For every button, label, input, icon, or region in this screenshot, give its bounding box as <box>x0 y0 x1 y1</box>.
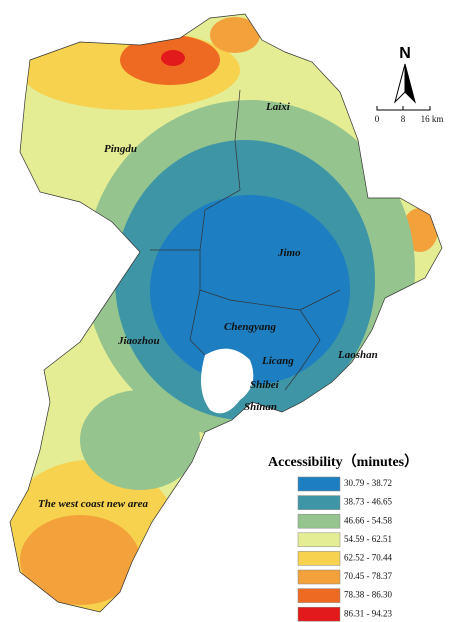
district-borders <box>9 13 443 613</box>
district-label: Chengyang <box>224 321 276 333</box>
district-label: Licang <box>261 355 294 367</box>
legend-label: 78.38 - 86.30 <box>344 590 392 600</box>
district-label: Laixi <box>265 101 291 113</box>
scale-label: 0 <box>375 114 380 124</box>
legend-label: 70.45 - 78.37 <box>344 571 392 581</box>
legend-swatch <box>297 513 341 529</box>
legend-label: 46.66 - 54.58 <box>344 515 392 525</box>
legend-swatch <box>297 495 341 510</box>
legend-title: Accessibility（minutes） <box>268 454 418 470</box>
legend: 30.79 - 38.72 38.73 - 46.65 46.66 - 54.58 5… <box>297 476 392 622</box>
district-label: Jiaozhou <box>117 335 160 347</box>
legend-swatch <box>297 588 341 603</box>
district-label: Shibei <box>250 379 280 391</box>
district-labels: Laixi Pingdu Jimo Jiaozhou Chengyang Lic… <box>38 101 378 510</box>
legend-swatch <box>297 551 341 566</box>
scale-label: 8 <box>401 114 406 124</box>
legend-swatch <box>297 606 341 622</box>
legend-swatch <box>297 476 341 492</box>
scale-bar: 0 8 16 km <box>375 106 444 124</box>
legend-label: 62.52 - 70.44 <box>344 552 392 562</box>
legend-label: 86.31 - 94.23 <box>344 608 392 618</box>
legend-swatch <box>297 569 341 585</box>
legend-label: 30.79 - 38.72 <box>344 478 392 488</box>
district-label: Jimo <box>277 247 301 259</box>
district-label: Shinan <box>244 401 277 413</box>
legend-label: 54.59 - 62.51 <box>344 534 392 544</box>
legend-swatch <box>297 532 341 548</box>
district-label: Pingdu <box>104 143 137 155</box>
district-label: Laoshan <box>337 349 378 361</box>
legend-label: 38.73 - 46.65 <box>344 497 392 507</box>
scale-label: 16 km <box>421 114 444 124</box>
north-label: N <box>399 45 411 62</box>
district-label: The west coast new area <box>38 498 148 510</box>
north-arrow: N <box>394 45 416 104</box>
